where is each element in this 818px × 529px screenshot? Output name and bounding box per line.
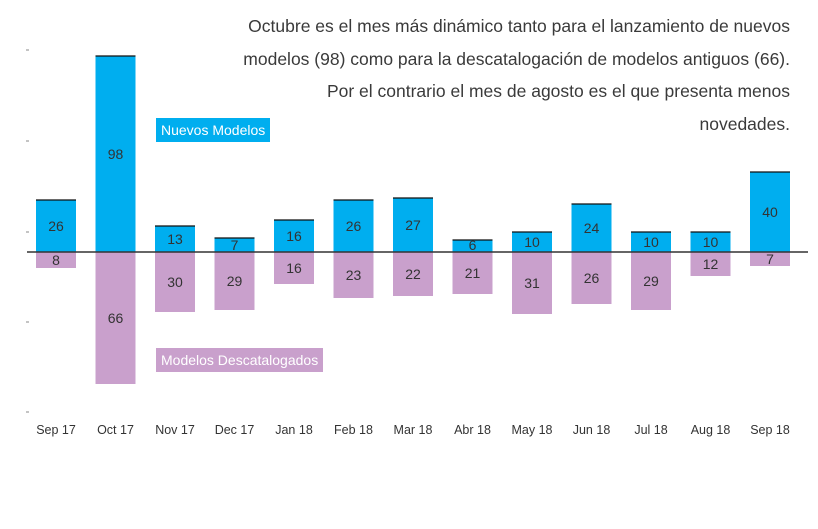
x-tick-label-9: Jun 18: [573, 423, 611, 437]
bar-old-6: [393, 252, 433, 296]
bar-old-5: [333, 252, 374, 298]
label-old-6: 22: [405, 266, 421, 282]
label-new-7: 6: [469, 237, 477, 253]
label-old-3: 29: [227, 273, 243, 289]
bar-old-1: [95, 252, 136, 384]
bar-old-10: [631, 252, 671, 310]
x-tick-label-3: Dec 17: [215, 423, 255, 437]
label-old-4: 16: [286, 260, 302, 276]
label-new-1: 98: [108, 146, 124, 162]
label-old-9: 26: [584, 270, 600, 286]
label-old-1: 66: [108, 310, 124, 326]
bar-new-11: [690, 232, 731, 252]
label-new-11: 10: [703, 234, 719, 250]
label-new-12: 40: [762, 204, 778, 220]
x-tick-label-7: Abr 18: [454, 423, 491, 437]
label-old-12: 7: [766, 251, 774, 267]
x-tick-label-6: Mar 18: [394, 423, 433, 437]
bar-old-12: [750, 252, 790, 266]
bar-new-9: [571, 204, 612, 252]
label-new-2: 13: [167, 231, 183, 247]
x-tick-label-4: Jan 18: [275, 423, 313, 437]
bar-new-12: [750, 172, 790, 252]
label-old-5: 23: [346, 267, 362, 283]
label-new-8: 10: [524, 234, 540, 250]
x-tick-label-5: Feb 18: [334, 423, 373, 437]
bar-new-7: [452, 240, 493, 252]
bar-new-1: [95, 56, 136, 252]
annotation-line-4: novedades.: [699, 113, 791, 134]
bar-old-2: [155, 252, 195, 312]
legend-discontinued-models: Modelos Descatalogados: [156, 348, 324, 372]
label-new-3: 7: [231, 237, 239, 253]
label-new-4: 16: [286, 228, 302, 244]
label-old-11: 12: [703, 256, 719, 272]
bar-old-3: [214, 252, 255, 310]
bar-new-5: [333, 200, 374, 252]
x-tick-label-11: Aug 18: [691, 423, 731, 437]
label-old-0: 8: [52, 252, 60, 268]
bar-new-10: [631, 232, 671, 252]
label-new-10: 10: [643, 234, 659, 250]
x-tick-label-12: Sep 18: [750, 423, 790, 437]
label-new-6: 27: [405, 217, 421, 233]
bar-old-11: [690, 252, 731, 276]
bar-new-6: [393, 198, 433, 252]
x-tick-label-0: Sep 17: [36, 423, 76, 437]
label-old-8: 31: [524, 275, 540, 291]
annotation-line-2: modelos (98) como para la descatalogació…: [243, 48, 790, 69]
label-new-9: 24: [584, 220, 600, 236]
bar-new-0: [36, 200, 76, 252]
label-new-0: 26: [48, 218, 64, 234]
bar-new-2: [155, 226, 195, 252]
label-old-7: 21: [465, 265, 481, 281]
legend-new-models: Nuevos Modelos: [156, 118, 271, 142]
chart-annotation: Octubre es el mes más dinámico tanto par…: [190, 10, 790, 140]
bar-new-3: [214, 238, 255, 252]
x-tick-label-2: Nov 17: [155, 423, 195, 437]
x-tick-label-10: Jul 18: [634, 423, 667, 437]
label-new-5: 26: [346, 218, 362, 234]
label-old-10: 29: [643, 273, 659, 289]
bar-old-9: [571, 252, 612, 304]
bar-old-4: [274, 252, 314, 284]
x-tick-label-8: May 18: [512, 423, 553, 437]
x-tick-label-1: Oct 17: [97, 423, 134, 437]
bar-old-7: [452, 252, 493, 294]
bar-new-8: [512, 232, 552, 252]
bar-old-8: [512, 252, 552, 314]
label-old-2: 30: [167, 274, 183, 290]
annotation-line-1: Octubre es el mes más dinámico tanto par…: [248, 16, 790, 36]
annotation-line-3: Por el contrario el mes de agosto es el …: [326, 81, 790, 101]
bar-new-4: [274, 220, 314, 252]
bar-old-0: [36, 252, 76, 268]
